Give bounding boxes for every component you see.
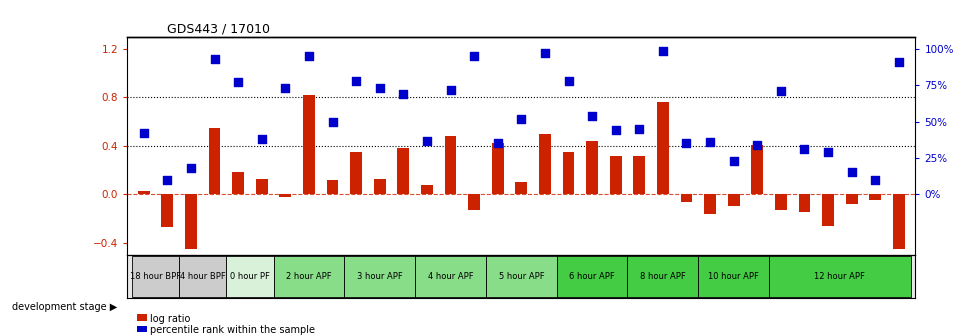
Bar <box>750 144 763 194</box>
Text: 10 hour APF: 10 hour APF <box>707 272 758 281</box>
Text: 3 hour APF: 3 hour APF <box>357 272 402 281</box>
Point <box>584 113 600 119</box>
Text: GDS443 / 17010: GDS443 / 17010 <box>166 23 269 36</box>
Point <box>631 126 646 132</box>
Point <box>701 139 717 145</box>
Bar <box>485 256 556 297</box>
Point <box>277 86 292 91</box>
Text: 8 hour APF: 8 hour APF <box>640 272 685 281</box>
Point <box>230 80 245 85</box>
Bar <box>633 156 645 194</box>
Point <box>607 128 623 133</box>
Bar <box>161 194 173 227</box>
Bar <box>491 143 503 194</box>
Point <box>512 116 528 121</box>
Point <box>372 86 387 91</box>
Bar <box>727 194 738 206</box>
Bar <box>562 152 574 194</box>
Point <box>253 136 269 142</box>
Bar <box>514 182 527 194</box>
Text: 5 hour APF: 5 hour APF <box>498 272 544 281</box>
Text: 2 hour APF: 2 hour APF <box>286 272 332 281</box>
Bar <box>374 178 385 194</box>
Text: development stage ▶: development stage ▶ <box>12 302 117 312</box>
Point <box>678 141 693 146</box>
Point <box>206 56 222 62</box>
Point <box>395 91 411 97</box>
Bar <box>232 172 244 194</box>
Point <box>136 131 152 136</box>
Point <box>348 78 364 84</box>
Bar <box>138 191 150 194</box>
Bar <box>344 256 415 297</box>
Bar <box>208 128 220 194</box>
Bar <box>868 194 880 200</box>
Bar <box>656 102 668 194</box>
Point <box>843 170 859 175</box>
Bar <box>279 194 291 197</box>
Bar <box>327 180 338 194</box>
Point <box>325 119 340 124</box>
Text: 4 hour BPF: 4 hour BPF <box>180 272 225 281</box>
Bar <box>775 194 786 210</box>
Bar <box>226 256 273 297</box>
Bar <box>822 194 833 226</box>
Bar <box>179 256 226 297</box>
Point <box>725 158 740 164</box>
Bar <box>273 256 344 297</box>
Bar <box>798 194 810 212</box>
Point <box>442 87 458 92</box>
Bar <box>539 134 551 194</box>
Bar <box>680 194 691 202</box>
Text: 4 hour APF: 4 hour APF <box>427 272 472 281</box>
Text: 18 hour BPF: 18 hour BPF <box>130 272 181 281</box>
Bar <box>609 156 621 194</box>
Point <box>301 54 317 59</box>
Bar <box>586 141 598 194</box>
Point <box>159 177 175 182</box>
Bar <box>556 256 627 297</box>
Bar <box>697 256 769 297</box>
Bar <box>421 184 432 194</box>
Bar <box>892 194 904 249</box>
Bar <box>444 136 456 194</box>
Point <box>820 150 835 155</box>
Point <box>749 142 765 148</box>
Point <box>466 54 481 59</box>
Text: 12 hour APF: 12 hour APF <box>814 272 865 281</box>
Point <box>183 165 199 171</box>
Bar <box>845 194 857 204</box>
Point <box>867 177 882 182</box>
Bar <box>255 178 267 194</box>
Text: percentile rank within the sample: percentile rank within the sample <box>150 325 315 335</box>
Point <box>654 48 670 53</box>
Point <box>773 88 788 94</box>
Point <box>890 59 906 65</box>
Point <box>560 78 576 84</box>
Bar <box>627 256 697 297</box>
Bar <box>415 256 485 297</box>
Bar <box>397 148 409 194</box>
Text: log ratio: log ratio <box>150 313 190 324</box>
Bar <box>185 194 197 249</box>
Bar <box>303 95 315 194</box>
Text: 6 hour APF: 6 hour APF <box>568 272 614 281</box>
Point <box>537 51 553 56</box>
Point <box>796 146 812 152</box>
Point <box>419 138 434 143</box>
Point <box>489 141 505 146</box>
Bar <box>467 194 479 210</box>
Text: 0 hour PF: 0 hour PF <box>230 272 270 281</box>
Bar <box>132 256 179 297</box>
Bar <box>703 194 715 214</box>
Bar <box>350 152 362 194</box>
Bar <box>769 256 910 297</box>
